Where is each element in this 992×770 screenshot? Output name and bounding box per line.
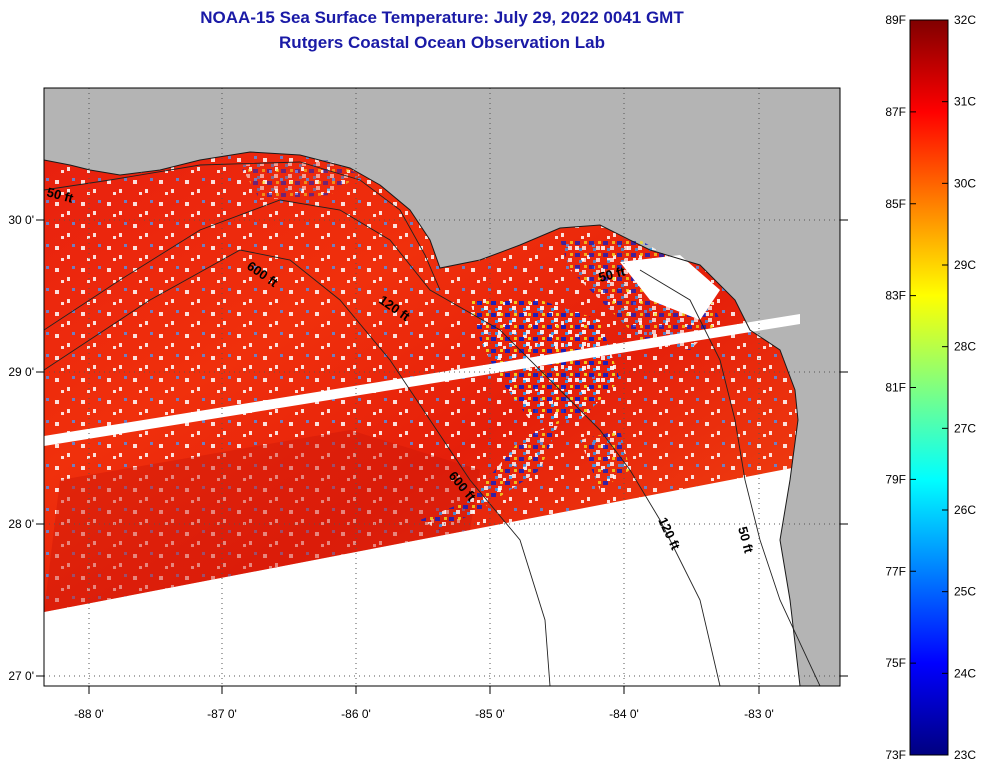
colorbar-f-label: 89F — [885, 13, 906, 27]
colorbar-scale — [909, 19, 949, 756]
colorbar-c-label: 31C — [954, 95, 976, 109]
colorbar-c-label: 26C — [954, 503, 976, 517]
lat-tick-label: 29 0' — [8, 365, 34, 379]
cold-patch — [420, 420, 560, 530]
map-frame — [43, 87, 841, 687]
cold-patch — [240, 160, 360, 200]
lon-tick-label: -88 0' — [74, 707, 104, 721]
coastline — [44, 151, 801, 686]
contour-120ft — [44, 199, 721, 686]
lon-tick-label: -86 0' — [341, 707, 371, 721]
colorbar-f-label: 77F — [885, 564, 906, 578]
contour-label: 50 ft — [735, 525, 757, 555]
colorbar-f-label: 79F — [885, 472, 906, 486]
map-subtitle: Rutgers Coastal Ocean Observation Lab — [279, 33, 605, 52]
lat-tick-label: 30 0' — [8, 213, 34, 227]
lon-tick-label: -85 0' — [475, 707, 505, 721]
colorbar-f-label: 73F — [885, 748, 906, 762]
colorbar-c-label: 32C — [954, 13, 976, 27]
colorbar-celsius-labels: 32C 31C 30C 29C 28C 27C 26C 25C 24C 23C — [954, 13, 976, 762]
lon-tick-label: -84 0' — [609, 707, 639, 721]
contour-label: 50 ft — [597, 263, 627, 285]
colorbar-f-label: 85F — [885, 197, 906, 211]
colorbar-f-label: 83F — [885, 289, 906, 303]
colorbar-c-label: 24C — [954, 666, 976, 680]
contour-50ft-west — [44, 161, 441, 291]
map-title: NOAA-15 Sea Surface Temperature: July 29… — [200, 8, 684, 27]
contour-600ft — [44, 249, 551, 686]
colorbar-c-label: 30C — [954, 176, 976, 190]
colorbar-f-label: 87F — [885, 105, 906, 119]
lat-tick-label: 27 0' — [8, 669, 34, 683]
axis-ticks — [36, 219, 848, 694]
cold-patch — [580, 430, 630, 490]
colorbar-c-label: 27C — [954, 421, 976, 435]
lon-tick-label: -83 0' — [744, 707, 774, 721]
contour-50ft-east — [639, 269, 821, 686]
colorbar-c-label: 25C — [954, 585, 976, 599]
colorbar-f-label: 81F — [885, 381, 906, 395]
colorbar-f-label: 75F — [885, 656, 906, 670]
land-mass — [44, 88, 840, 686]
lat-tick-label: 28 0' — [8, 517, 34, 531]
scan-gap — [44, 314, 800, 446]
contour-label: 50 ft — [45, 184, 75, 206]
colorbar-fahrenheit-labels: 89F 87F 85F 83F 81F 79F 77F 75F 73F — [885, 13, 906, 762]
lon-tick-label: -87 0' — [207, 707, 237, 721]
warm-core — [44, 430, 480, 612]
colorbar-c-label: 23C — [954, 748, 976, 762]
colorbar-c-label: 29C — [954, 258, 976, 272]
colorbar-ticks — [910, 19, 948, 756]
colorbar-c-label: 28C — [954, 340, 976, 354]
